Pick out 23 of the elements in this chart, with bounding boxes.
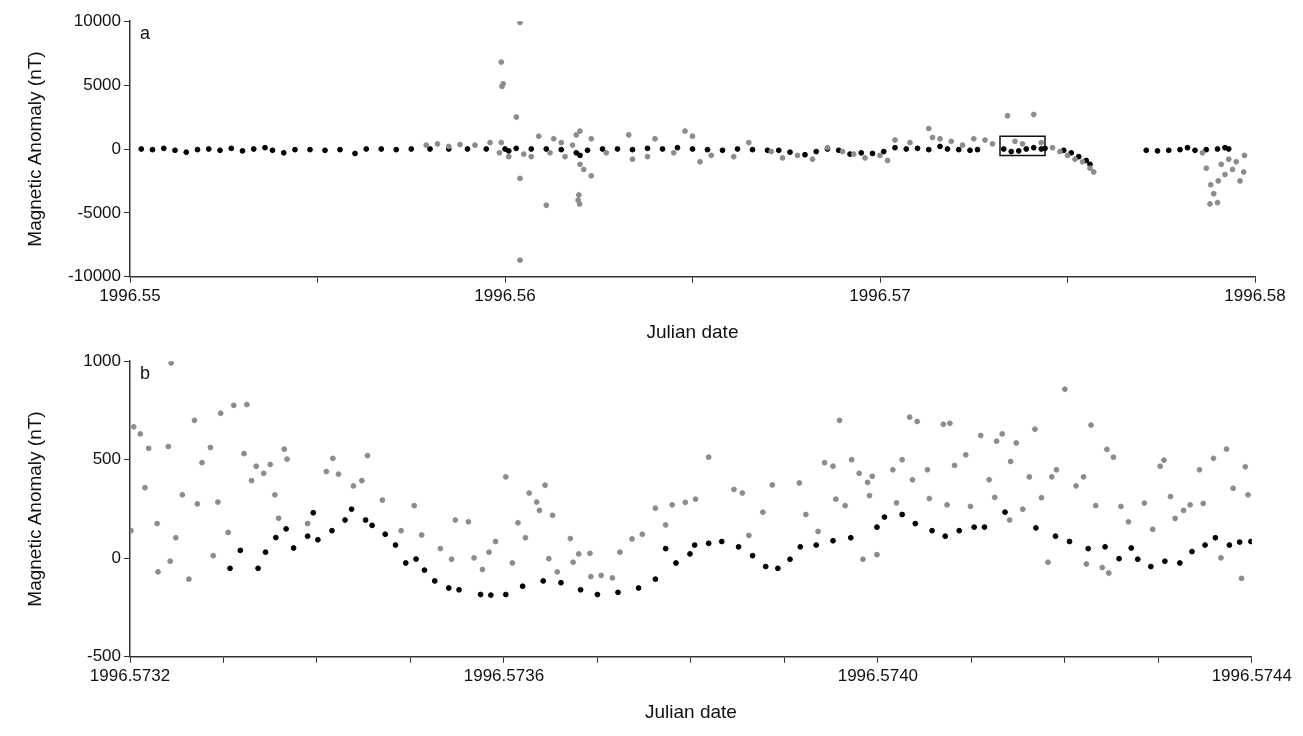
annotation: b bbox=[140, 363, 151, 384]
annotation: a bbox=[140, 23, 151, 44]
x-tick-label: 1996.55 bbox=[99, 285, 161, 305]
x-axis-title: Julian date bbox=[646, 320, 739, 342]
x-tick-label: 1996.57 bbox=[849, 285, 911, 305]
x-tick-label: 1996.56 bbox=[474, 285, 536, 305]
y-axis-title: Magnetic Anomaly (nT) bbox=[23, 411, 45, 607]
y-tick-label: 0 bbox=[111, 138, 121, 158]
x-tick-label: 1996.5740 bbox=[837, 665, 919, 685]
x-tick-label: 1996.5732 bbox=[89, 665, 171, 685]
y-tick-label: 5000 bbox=[83, 74, 121, 94]
y-tick-label: -10000 bbox=[68, 266, 121, 286]
x-axis-title: Julian date bbox=[644, 700, 737, 722]
y-tick-label: 0 bbox=[111, 547, 121, 567]
x-tick-label: 1996.5744 bbox=[1211, 665, 1293, 685]
y-tick-label: -500 bbox=[86, 646, 121, 666]
y-tick-label: 1000 bbox=[83, 350, 121, 370]
y-tick-label: 10000 bbox=[73, 10, 121, 30]
x-tick-label: 1996.5736 bbox=[463, 665, 545, 685]
y-tick-label: -5000 bbox=[77, 202, 121, 222]
y-tick-label: 500 bbox=[92, 449, 121, 469]
y-axis-title: Magnetic Anomaly (nT) bbox=[23, 51, 45, 247]
x-tick-label: 1996.58 bbox=[1224, 285, 1286, 305]
